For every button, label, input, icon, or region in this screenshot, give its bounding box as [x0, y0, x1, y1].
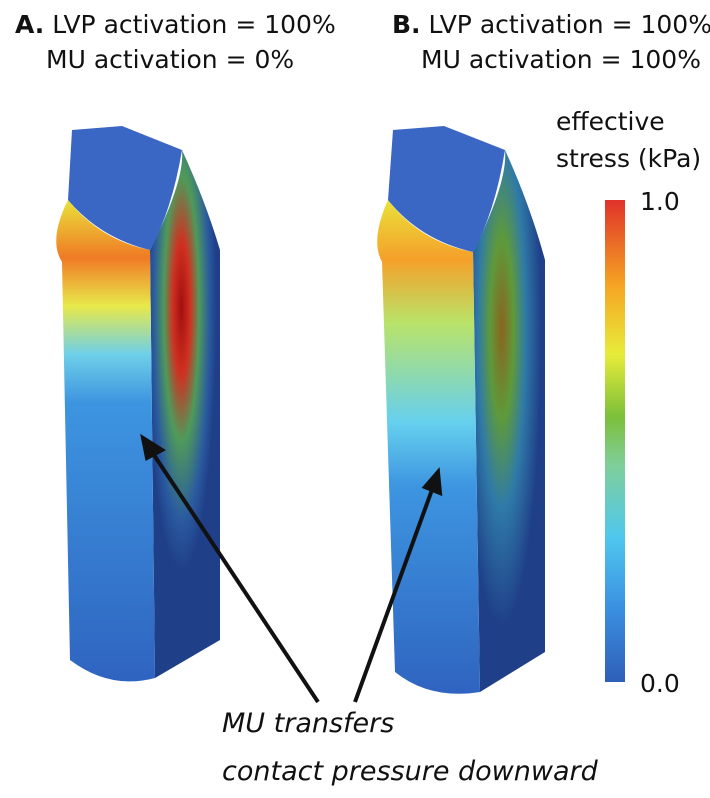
colorbar-title: effective — [556, 107, 665, 136]
annotation: MU transfers — [222, 708, 394, 739]
figure: A. LVP activation = 100% MU activation =… — [0, 0, 710, 798]
side-face — [150, 150, 220, 678]
panel-line: LVP activation = 100% — [429, 10, 710, 39]
colorbar — [605, 200, 625, 682]
front-face — [56, 200, 155, 681]
panel-title: B. LVP activation = 100% — [392, 10, 710, 39]
panel-line: MU activation = 0% — [46, 45, 294, 74]
colorbar-label: 0.0 — [640, 669, 680, 698]
colorbar-title: stress (kPa) — [556, 144, 701, 173]
panel-line: MU activation = 100% — [421, 45, 701, 74]
colorbar-label: 1.0 — [640, 187, 680, 216]
panel-label: A. — [15, 10, 44, 39]
side-face — [473, 150, 545, 692]
annotation: contact pressure downward — [222, 756, 599, 787]
panel-line: LVP activation = 100% — [52, 10, 335, 39]
front-face — [377, 200, 480, 694]
tissue-a — [56, 126, 220, 681]
panel-title: A. LVP activation = 100% — [15, 10, 336, 39]
tissue-b — [377, 126, 545, 694]
panel-label: B. — [392, 10, 421, 39]
